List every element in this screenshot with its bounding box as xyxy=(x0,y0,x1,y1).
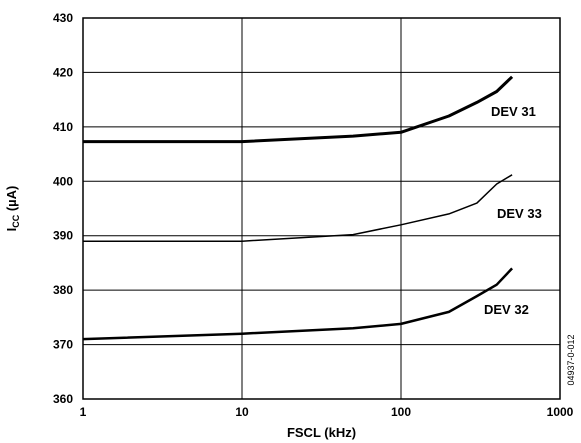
y-tick-label: 400 xyxy=(53,174,73,188)
series-line-3 xyxy=(82,267,514,341)
y-axis-title: ICC (µA) xyxy=(4,186,21,232)
y-tick-label: 410 xyxy=(53,120,73,134)
x-axis-title: FSCL (kHz) xyxy=(287,425,356,440)
y-tick-label: 420 xyxy=(53,65,73,79)
y-tick-label: 370 xyxy=(53,338,73,352)
series-label: DEV 32 xyxy=(484,302,529,317)
y-axis-title-main: I xyxy=(4,228,19,232)
series-group xyxy=(82,75,514,341)
y-axis-title-sub: CC xyxy=(11,214,21,227)
y-tick-labels: 360 370 380 390 400 410 420 430 xyxy=(53,11,73,406)
series-line-1 xyxy=(83,75,514,144)
plot-frame xyxy=(82,17,561,400)
grid xyxy=(82,17,561,400)
y-axis-title-unit: (µA) xyxy=(4,186,19,215)
series-label: DEV 33 xyxy=(497,206,542,221)
x-tick-label: 1000 xyxy=(547,405,574,419)
figure-id-note: 04937-0-012 xyxy=(566,334,576,385)
x-tick-labels: 1 10 100 1000 xyxy=(80,405,574,419)
y-tick-label: 360 xyxy=(53,392,73,406)
series-label: DEV 31 xyxy=(491,104,536,119)
x-tick-label: 100 xyxy=(391,405,411,419)
series-line-2 xyxy=(83,174,513,242)
x-tick-label: 1 xyxy=(80,405,87,419)
y-tick-label: 390 xyxy=(53,229,73,243)
y-tick-label: 380 xyxy=(53,283,73,297)
y-tick-label: 430 xyxy=(53,11,73,25)
x-tick-label: 10 xyxy=(235,405,249,419)
series-labels: DEV 31 DEV 33 DEV 32 xyxy=(484,104,542,317)
